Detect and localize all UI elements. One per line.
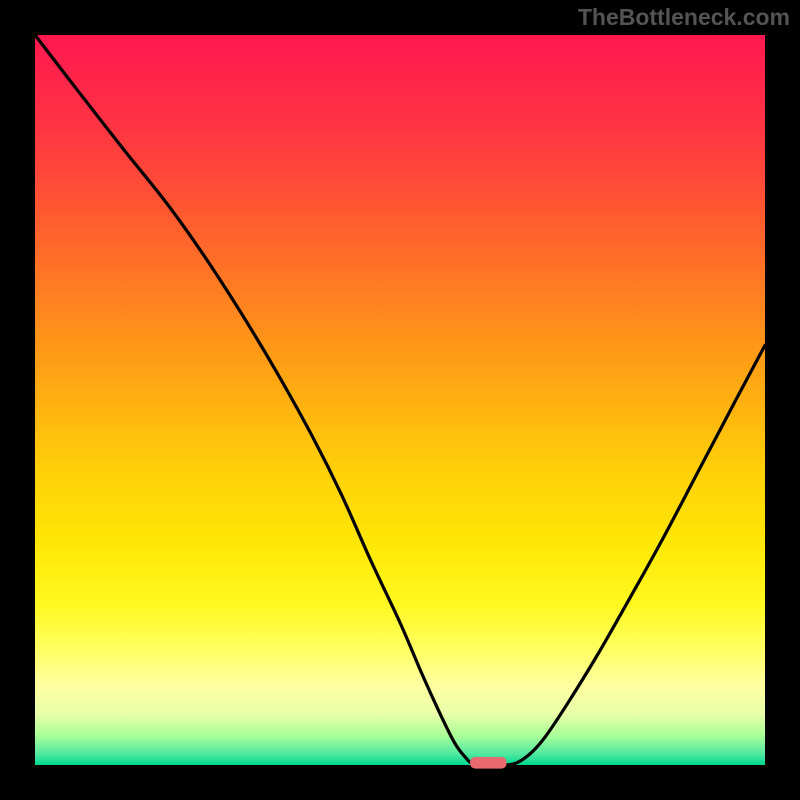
gradient-background [35, 35, 765, 765]
optimal-marker [470, 757, 507, 769]
watermark-text: TheBottleneck.com [578, 4, 790, 31]
bottleneck-chart-svg [0, 0, 800, 800]
chart-container: { "watermark": { "text": "TheBottleneck.… [0, 0, 800, 800]
